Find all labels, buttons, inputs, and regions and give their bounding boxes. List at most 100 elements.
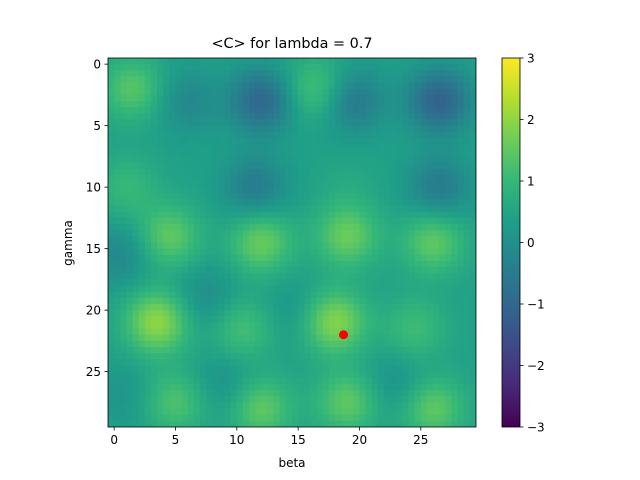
heatmap-cell — [285, 193, 293, 201]
heatmap-cell — [163, 76, 170, 84]
heatmap-cell — [138, 150, 146, 157]
heatmap-cell — [249, 340, 256, 348]
heatmap-cell — [114, 76, 121, 84]
heatmap-cell — [157, 137, 164, 145]
heatmap-cell — [402, 334, 410, 342]
heatmap-cell — [371, 64, 379, 71]
heatmap-cell — [377, 144, 385, 151]
heatmap-cell — [420, 211, 428, 219]
heatmap-cell — [445, 144, 453, 151]
heatmap-cell — [426, 211, 434, 219]
heatmap-cell — [298, 162, 305, 170]
heatmap-cell — [396, 187, 403, 194]
heatmap-cell — [292, 119, 299, 127]
heatmap-cell — [138, 254, 146, 262]
heatmap-cell — [206, 291, 213, 299]
heatmap-cell — [212, 248, 219, 256]
heatmap-cell — [414, 199, 422, 207]
heatmap-cell — [371, 199, 379, 207]
heatmap-cell — [433, 187, 440, 194]
heatmap-cell — [230, 181, 238, 188]
heatmap-cell — [126, 205, 134, 213]
heatmap-cell — [334, 402, 342, 410]
heatmap-cell — [292, 328, 299, 336]
heatmap-cell — [163, 322, 170, 330]
heatmap-cell — [249, 402, 256, 410]
heatmap-cell — [249, 101, 256, 108]
heatmap-cell — [144, 94, 152, 102]
heatmap-cell — [439, 365, 446, 373]
heatmap-cell — [273, 340, 281, 348]
heatmap-cell — [298, 365, 305, 373]
heatmap-cell — [439, 383, 446, 391]
heatmap-cell — [126, 248, 134, 256]
heatmap-cell — [439, 113, 446, 121]
heatmap-cell — [445, 414, 453, 422]
heatmap-cell — [292, 365, 299, 373]
heatmap-cell — [169, 322, 177, 330]
heatmap-cell — [132, 285, 140, 293]
heatmap-cell — [322, 334, 330, 342]
heatmap-cell — [261, 242, 269, 250]
heatmap-cell — [120, 260, 127, 268]
heatmap-cell — [224, 70, 232, 78]
heatmap-cell — [193, 273, 201, 280]
heatmap-cell — [181, 304, 189, 311]
heatmap-cell — [249, 310, 256, 317]
heatmap-cell — [126, 101, 134, 108]
heatmap-cell — [377, 211, 385, 219]
heatmap-cell — [218, 193, 226, 201]
heatmap-cell — [285, 144, 293, 151]
heatmap-cell — [193, 371, 201, 379]
heatmap-cell — [126, 297, 134, 305]
heatmap-cell — [451, 64, 459, 71]
heatmap-cell — [126, 390, 134, 397]
heatmap-cell — [187, 230, 195, 237]
heatmap-cell — [292, 414, 299, 422]
heatmap-cell — [439, 119, 446, 127]
heatmap-cell — [285, 70, 293, 78]
heatmap-cell — [359, 101, 367, 108]
heatmap-cell — [426, 371, 434, 379]
heatmap-cell — [230, 76, 238, 84]
heatmap-cell — [469, 156, 476, 164]
heatmap-cell — [445, 396, 453, 403]
heatmap-cell — [371, 273, 379, 280]
heatmap-cell — [218, 390, 226, 397]
heatmap-cell — [249, 211, 256, 219]
heatmap-cell — [298, 390, 305, 397]
heatmap-cell — [273, 119, 281, 127]
heatmap-cell — [181, 334, 189, 342]
heatmap-cell — [175, 193, 183, 201]
heatmap-cell — [249, 254, 256, 262]
y-tick-label: 25 — [86, 365, 101, 379]
heatmap-cell — [120, 304, 127, 311]
heatmap-cell — [255, 347, 262, 354]
heatmap-cell — [334, 390, 342, 397]
heatmap-cell — [150, 304, 158, 311]
heatmap-cell — [334, 113, 342, 121]
colorbar-tick-label: 3 — [527, 51, 535, 65]
heatmap-cell — [285, 340, 293, 348]
heatmap-cell — [463, 144, 471, 151]
heatmap-cell — [175, 101, 183, 108]
heatmap-cell — [457, 285, 465, 293]
heatmap-cell — [433, 242, 440, 250]
heatmap-cell — [457, 347, 465, 354]
heatmap-cell — [181, 365, 189, 373]
heatmap-cell — [439, 347, 446, 354]
heatmap-cell — [163, 377, 170, 385]
heatmap-cell — [371, 70, 379, 78]
heatmap-cell — [408, 353, 416, 360]
heatmap-cell — [396, 119, 403, 127]
heatmap-cell — [193, 267, 201, 274]
heatmap-cell — [267, 383, 275, 391]
heatmap-cell — [193, 199, 201, 207]
heatmap-cell — [206, 64, 213, 71]
heatmap-cell — [285, 420, 293, 427]
heatmap-cell — [285, 359, 293, 367]
heatmap-cell — [120, 168, 127, 176]
heatmap-cell — [163, 383, 170, 391]
heatmap-cell — [463, 88, 471, 96]
heatmap-cell — [206, 353, 213, 360]
